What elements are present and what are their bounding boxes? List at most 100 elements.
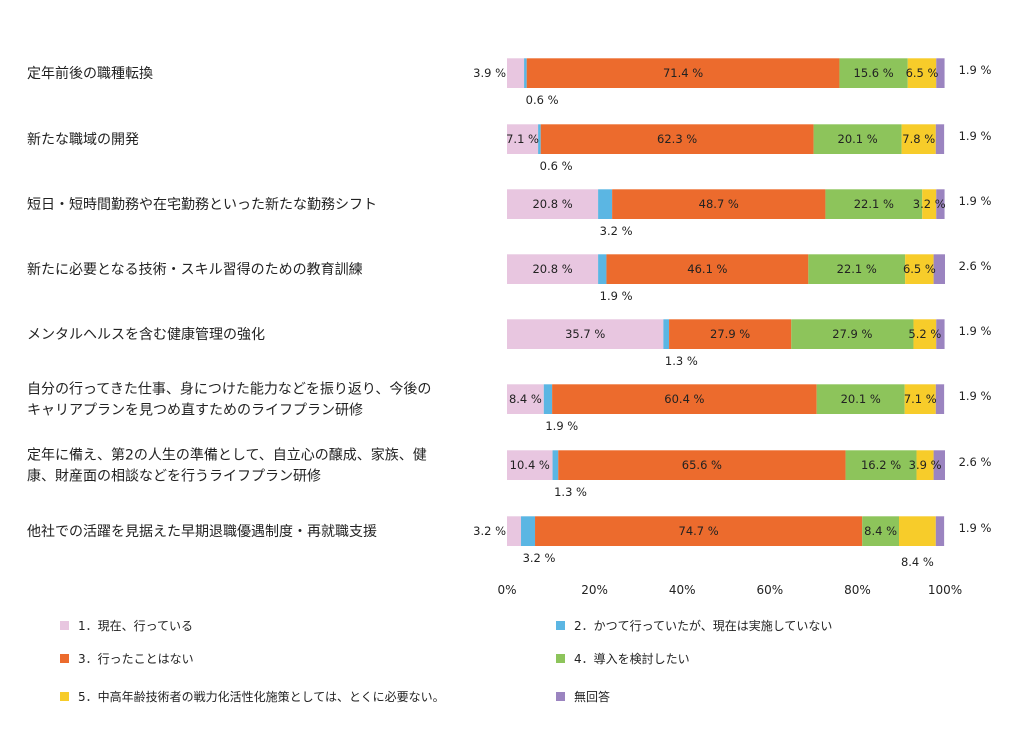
bar-segment-5 — [905, 254, 934, 284]
bar-segment-5 — [904, 384, 936, 414]
bar-segment-2 — [543, 384, 553, 414]
value-label: 22.1 % — [854, 197, 894, 211]
bar-segment-2 — [598, 254, 607, 284]
value-label: 8.4 % — [901, 555, 934, 569]
value-label: 2.6 % — [959, 259, 992, 273]
value-label: 1.3 % — [665, 354, 698, 368]
value-label: 1.9 % — [959, 324, 992, 338]
category-label: 他社での活躍を見据えた早期退職優遇制度・再就職支援 — [27, 524, 377, 540]
value-label: 65.6 % — [682, 458, 722, 472]
bar-segment-5 — [922, 189, 937, 219]
value-label: 10.4 % — [510, 458, 550, 472]
bar-segment-6 — [936, 189, 945, 219]
bar-segment-1 — [507, 124, 539, 154]
bar-segment-2 — [598, 189, 613, 219]
bar-segment-4 — [845, 450, 917, 480]
value-label: 62.3 % — [657, 132, 697, 146]
bar-segment-2 — [538, 124, 541, 154]
bar-segment-2 — [521, 516, 536, 546]
bar-segment-6 — [935, 516, 945, 546]
bar-segment-2 — [552, 450, 559, 480]
value-label: 6.5 % — [903, 262, 936, 276]
bar-segment-6 — [933, 254, 945, 284]
bar-segment-5 — [913, 319, 937, 349]
legend-label: 2．かつて行っていたが、現在は実施していない — [574, 618, 832, 633]
value-label: 1.9 % — [959, 63, 992, 77]
value-label: 35.7 % — [565, 327, 605, 341]
legend-swatch — [60, 654, 69, 663]
value-label: 74.7 % — [679, 524, 719, 538]
value-label: 20.8 % — [532, 197, 572, 211]
value-label: 8.4 % — [509, 392, 542, 406]
bar-segment-3 — [526, 58, 840, 88]
value-label: 1.9 % — [545, 419, 578, 433]
bar-segment-5 — [916, 450, 934, 480]
value-label: 16.2 % — [861, 458, 901, 472]
value-label: 3.2 % — [913, 197, 946, 211]
bar-segment-3 — [535, 516, 863, 546]
legend-label: 1．現在、行っている — [78, 619, 193, 633]
bar-segment-4 — [839, 58, 908, 88]
category-label: メンタルヘルスを含む健康管理の強化 — [27, 326, 265, 343]
bar-segment-1 — [507, 319, 664, 349]
bar-segment-1 — [507, 384, 544, 414]
bar-segment-4 — [813, 124, 902, 154]
value-label: 1.3 % — [554, 485, 587, 499]
bar-segment-4 — [816, 384, 905, 414]
value-label: 1.9 % — [600, 289, 633, 303]
value-label: 60.4 % — [664, 392, 704, 406]
value-label: 71.4 % — [663, 66, 703, 80]
category-label: 新たに必要となる技術・スキル習得のための教育訓練 — [27, 261, 363, 278]
value-label: 7.8 % — [902, 132, 935, 146]
value-label: 27.9 % — [710, 327, 750, 341]
bar-segment-1 — [507, 254, 599, 284]
value-label: 1.9 % — [959, 129, 992, 143]
x-tick-label: 20% — [581, 583, 608, 597]
legend-swatch — [556, 621, 565, 630]
x-tick-label: 60% — [756, 583, 783, 597]
bar-segment-1 — [507, 516, 522, 546]
value-label: 3.9 % — [473, 66, 506, 80]
x-tick-label: 80% — [844, 583, 871, 597]
bar-segment-1 — [507, 189, 599, 219]
bar-segment-1 — [507, 58, 525, 88]
value-label: 7.1 % — [904, 392, 937, 406]
bar-segment-4 — [791, 319, 914, 349]
legend-swatch — [556, 692, 565, 701]
value-label: 20.1 % — [841, 392, 881, 406]
category-label: 短日・短時間勤務や在宅勤務といった新たな勤務シフト — [27, 197, 377, 213]
bar-segment-4 — [808, 254, 906, 284]
category-label: 定年に備え、第2の人生の準備として、自立心の醸成、家族、健 — [27, 447, 427, 464]
bar-segment-3 — [540, 124, 814, 154]
value-label: 48.7 % — [699, 197, 739, 211]
value-label: 6.5 % — [906, 66, 939, 80]
x-tick-label: 40% — [669, 583, 696, 597]
value-label: 0.6 % — [540, 159, 573, 173]
bar-segment-1 — [507, 450, 553, 480]
value-label: 7.1 % — [506, 132, 539, 146]
value-label: 1.9 % — [959, 194, 992, 208]
bar-segment-6 — [935, 124, 945, 154]
value-label: 20.1 % — [838, 132, 878, 146]
bar-segment-4 — [862, 516, 900, 546]
category-label: 定年前後の職種転換 — [27, 65, 153, 82]
bar-segment-5 — [907, 58, 937, 88]
value-label: 1.9 % — [959, 389, 992, 403]
category-label: キャリアプランを見つめ直すためのライフプラン研修 — [27, 402, 363, 419]
value-label: 46.1 % — [687, 262, 727, 276]
value-label: 20.8 % — [532, 262, 572, 276]
bar-segment-2 — [524, 58, 527, 88]
value-label: 3.2 % — [473, 524, 506, 538]
legend-swatch — [60, 692, 69, 701]
bar-segment-5 — [899, 516, 936, 546]
value-label: 1.9 % — [959, 521, 992, 535]
bar-segment-3 — [558, 450, 846, 480]
x-tick-label: 0% — [497, 583, 516, 597]
bar-segment-6 — [933, 450, 945, 480]
bar-segment-5 — [901, 124, 936, 154]
bar-segment-3 — [606, 254, 809, 284]
bar-segment-6 — [936, 319, 945, 349]
bar-segment-6 — [936, 58, 945, 88]
bar-segment-2 — [663, 319, 670, 349]
